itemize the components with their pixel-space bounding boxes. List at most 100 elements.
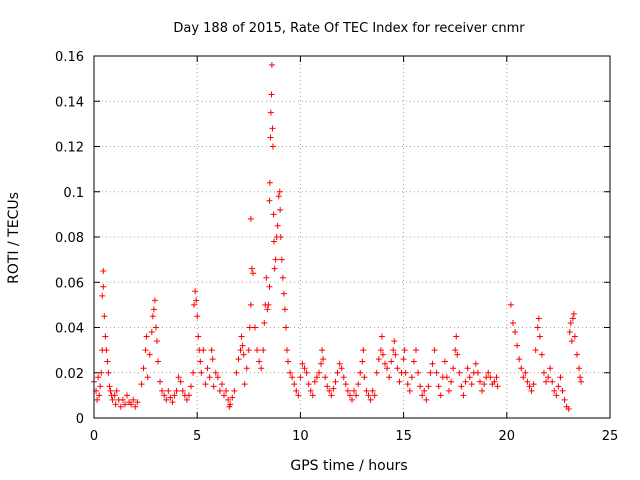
data-point: [269, 125, 276, 132]
data-point: [355, 381, 362, 388]
data-point: [401, 347, 408, 354]
data-point: [494, 383, 501, 390]
data-point: [326, 387, 333, 394]
data-point: [456, 369, 463, 376]
data-point: [474, 369, 481, 376]
data-point: [197, 358, 204, 365]
data-point: [476, 378, 483, 385]
data-point: [565, 405, 572, 412]
data-point: [99, 292, 106, 299]
data-point: [328, 392, 335, 399]
data-point: [332, 378, 339, 385]
data-point: [400, 356, 407, 363]
data-point: [313, 374, 320, 381]
data-point: [270, 238, 277, 245]
data-points: [91, 62, 585, 412]
data-point: [408, 374, 415, 381]
data-point: [235, 356, 242, 363]
data-point: [107, 387, 114, 394]
data-point: [263, 274, 270, 281]
data-point: [307, 387, 314, 394]
data-point: [177, 378, 184, 385]
data-point: [96, 392, 103, 399]
data-point: [94, 396, 101, 403]
data-point: [551, 387, 558, 394]
data-point: [193, 297, 200, 304]
data-point: [419, 392, 426, 399]
data-point: [258, 365, 265, 372]
data-point: [295, 392, 302, 399]
data-point: [188, 383, 195, 390]
data-point: [282, 324, 289, 331]
x-axis-label: GPS time / hours: [290, 458, 407, 474]
data-point: [173, 387, 180, 394]
x-tick-labels: 0 5 10 15 20 25: [90, 429, 618, 444]
data-point: [446, 387, 453, 394]
data-point: [283, 347, 290, 354]
data-point: [179, 387, 186, 394]
data-point: [113, 387, 120, 394]
data-point: [209, 356, 216, 363]
data-point: [130, 396, 137, 403]
y-tick-label: 0: [76, 412, 84, 427]
data-point: [509, 319, 516, 326]
data-point: [194, 313, 201, 320]
data-point: [112, 401, 119, 408]
data-point: [453, 333, 460, 340]
plot-frame: [93, 55, 611, 419]
data-point: [267, 134, 274, 141]
data-point: [198, 369, 205, 376]
y-tick-label: 0.06: [55, 276, 84, 291]
y-tick-labels: 0 0.02 0.04 0.06 0.08 0.1 0.12 0.14 0.16: [55, 50, 84, 427]
x-tick-label: 10: [292, 429, 309, 444]
data-point: [437, 392, 444, 399]
data-point: [249, 270, 256, 277]
data-point: [360, 347, 367, 354]
y-tick-label: 0.1: [63, 186, 84, 201]
data-point: [567, 319, 574, 326]
data-point: [289, 374, 296, 381]
data-point: [382, 360, 389, 367]
data-point: [487, 374, 494, 381]
data-point: [479, 387, 486, 394]
data-point: [359, 358, 366, 365]
data-point: [223, 387, 230, 394]
data-point: [285, 358, 292, 365]
data-point: [103, 347, 110, 354]
data-point: [119, 396, 126, 403]
data-point: [97, 383, 104, 390]
data-point: [528, 387, 535, 394]
data-point: [191, 301, 198, 308]
data-point: [435, 383, 442, 390]
data-point: [100, 267, 107, 274]
data-point: [163, 396, 170, 403]
data-point: [577, 374, 584, 381]
data-point: [274, 222, 281, 229]
data-point: [421, 387, 428, 394]
data-point: [538, 351, 545, 358]
data-point: [165, 387, 172, 394]
data-point: [260, 347, 267, 354]
x-tick-label: 25: [602, 429, 619, 444]
data-point: [277, 206, 284, 213]
data-point: [239, 342, 246, 349]
data-point: [101, 313, 108, 320]
x-tick-label: 5: [193, 429, 201, 444]
data-point: [105, 369, 112, 376]
data-point: [391, 338, 398, 345]
data-point: [238, 333, 245, 340]
data-point: [132, 403, 139, 410]
data-point: [361, 374, 368, 381]
data-point: [536, 333, 543, 340]
data-point: [154, 358, 161, 365]
data-point: [450, 365, 457, 372]
data-point: [143, 333, 150, 340]
data-point: [512, 329, 519, 336]
data-point: [301, 365, 308, 372]
data-point: [171, 392, 178, 399]
data-point: [281, 306, 288, 313]
data-point: [491, 378, 498, 385]
x-tick-label: 15: [395, 429, 412, 444]
data-point: [169, 399, 176, 406]
data-point: [144, 374, 151, 381]
